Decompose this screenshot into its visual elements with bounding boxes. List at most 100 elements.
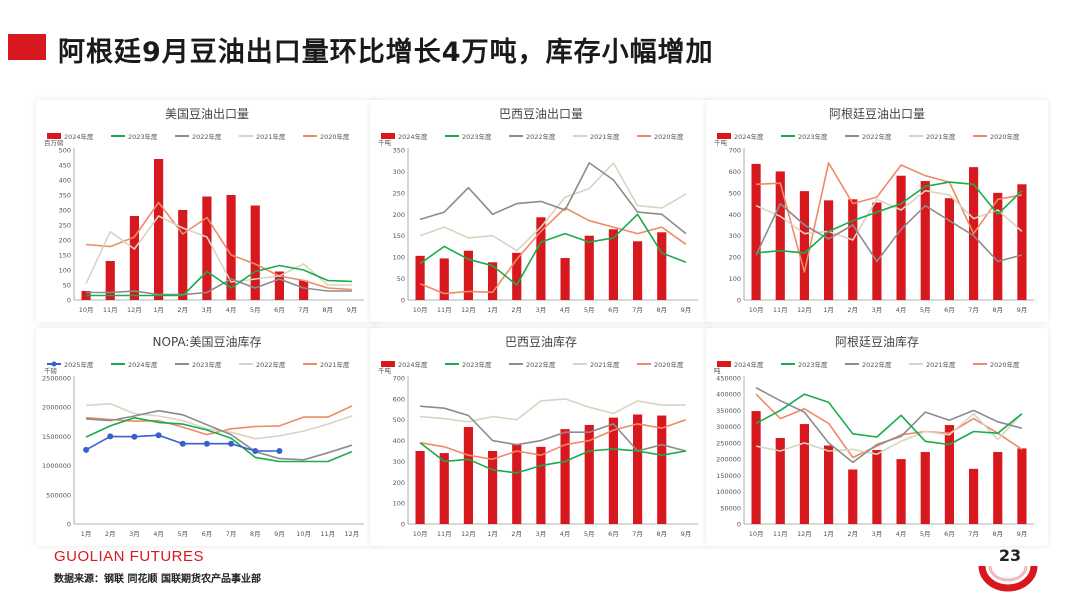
series-line [420,398,686,423]
x-tick-label: 1月 [81,530,92,538]
x-tick-label: 12月 [461,530,476,538]
x-tick-label: 7月 [968,530,979,538]
legend-label: 2020年度 [320,132,350,141]
x-tick-label: 4月 [226,306,237,314]
bar-mark [751,163,761,300]
series-line [419,162,687,252]
y-tick-label: 50 [63,282,71,290]
y-tick-label: 300 [393,168,405,176]
y-tick-label: 400 [59,177,71,185]
bar-mark [799,424,810,524]
y-tick-label: 50 [397,275,405,283]
y-tick-label: 100 [393,254,405,262]
series-line [755,393,1023,446]
x-tick-label: 4月 [153,530,164,538]
bar-mark [799,191,810,300]
x-tick-label: 1月 [487,530,498,538]
bar-mark [823,200,834,300]
company-logo: GUOLIAN FUTURES [54,548,205,565]
legend-swatch [381,361,395,367]
data-source-note: 数据来源：钢联 同花顺 国联期货农产品事业部 [54,574,261,585]
x-tick-label: 5月 [250,306,261,314]
legend-swatch [47,133,61,139]
x-tick-label: 2月 [847,306,858,314]
bar-mark [536,217,546,300]
legend-label: 2020年度 [654,132,684,141]
series-line [85,416,353,463]
chart-title: 美国豆油出口量 [165,107,249,121]
series-point [228,440,235,447]
series-point [252,448,259,454]
x-tick-label: 8月 [656,530,667,538]
y-tick-label: 150 [393,232,405,240]
legend-label: 2023年度 [462,132,492,141]
series-line [755,189,1023,241]
legend-label: 2023年度 [128,132,158,141]
x-tick-label: 9月 [681,306,692,314]
y-unit-label: 百万磅 [44,138,64,147]
x-tick-label: 12月 [461,306,476,314]
y-unit-label: 吨 [714,366,721,375]
bar-mark [202,196,212,300]
legend-label: 2024年度 [398,360,428,369]
bar-mark [415,255,425,300]
bar-mark [872,450,882,524]
x-tick-label: 5月 [920,306,931,314]
bar-mark [105,261,115,300]
x-tick-label: 9月 [1017,306,1028,314]
series-line [419,442,687,474]
bar-mark [463,427,474,524]
y-tick-label: 250 [59,222,71,230]
bar-mark [657,415,667,524]
y-tick-label: 400000 [716,391,741,399]
x-tick-label: 11月 [320,530,335,538]
x-tick-label: 3月 [202,306,213,314]
y-tick-label: 350 [59,192,71,200]
y-tick-label: 500 [59,147,71,155]
x-tick-label: 11月 [437,306,452,314]
x-tick-label: 5月 [584,306,595,314]
series-line [419,213,687,286]
x-tick-label: 6月 [608,306,619,314]
y-tick-label: 200 [729,254,741,262]
legend-label: 2021年度 [590,132,620,141]
bar-mark [512,444,522,524]
bar-mark [775,438,785,524]
series-line [86,201,352,291]
bar-mark [848,199,858,300]
series-line [85,215,352,286]
legend-marker [51,361,57,367]
x-tick-label: 11月 [103,306,118,314]
series-line [420,405,687,452]
legend-label: 2024年度 [734,360,764,369]
bar-mark [920,181,930,300]
x-tick-label: 11月 [773,306,788,314]
legend-label: 2024年度 [64,132,94,141]
bar-mark [1017,184,1027,300]
y-tick-label: 200 [393,211,405,219]
bar-mark [274,271,285,300]
series-point [83,446,90,453]
x-tick-label: 10月 [413,306,428,314]
x-tick-label: 3月 [536,530,547,538]
x-tick-label: 12月 [797,306,812,314]
y-tick-label: 250000 [716,439,741,447]
x-tick-label: 6月 [274,306,285,314]
bar-mark [751,411,761,524]
y-tick-label: 350 [393,147,405,155]
y-tick-label: 600 [729,168,741,176]
y-tick-label: 700 [393,375,405,383]
series-line [755,202,1023,263]
y-tick-label: 300000 [716,423,741,431]
x-tick-label: 12月 [345,530,360,538]
bar-mark [920,451,930,524]
bar-mark [848,469,858,524]
x-tick-label: 7月 [968,306,979,314]
x-tick-label: 11月 [773,530,788,538]
chart-panel-brazil-exports: 巴西豆油出口量 2024年度 2023年度 2022年度 2021年度 2020年度 千吨 0… [370,100,712,322]
series-line [755,412,1023,455]
chart-panel-argentina-stocks: 阿根廷豆油库存 2024年度 2023年度 2022年度 2021年度 2020年度吨 0 5… [706,328,1048,546]
bar-mark [129,216,140,300]
bar-mark [608,229,619,300]
